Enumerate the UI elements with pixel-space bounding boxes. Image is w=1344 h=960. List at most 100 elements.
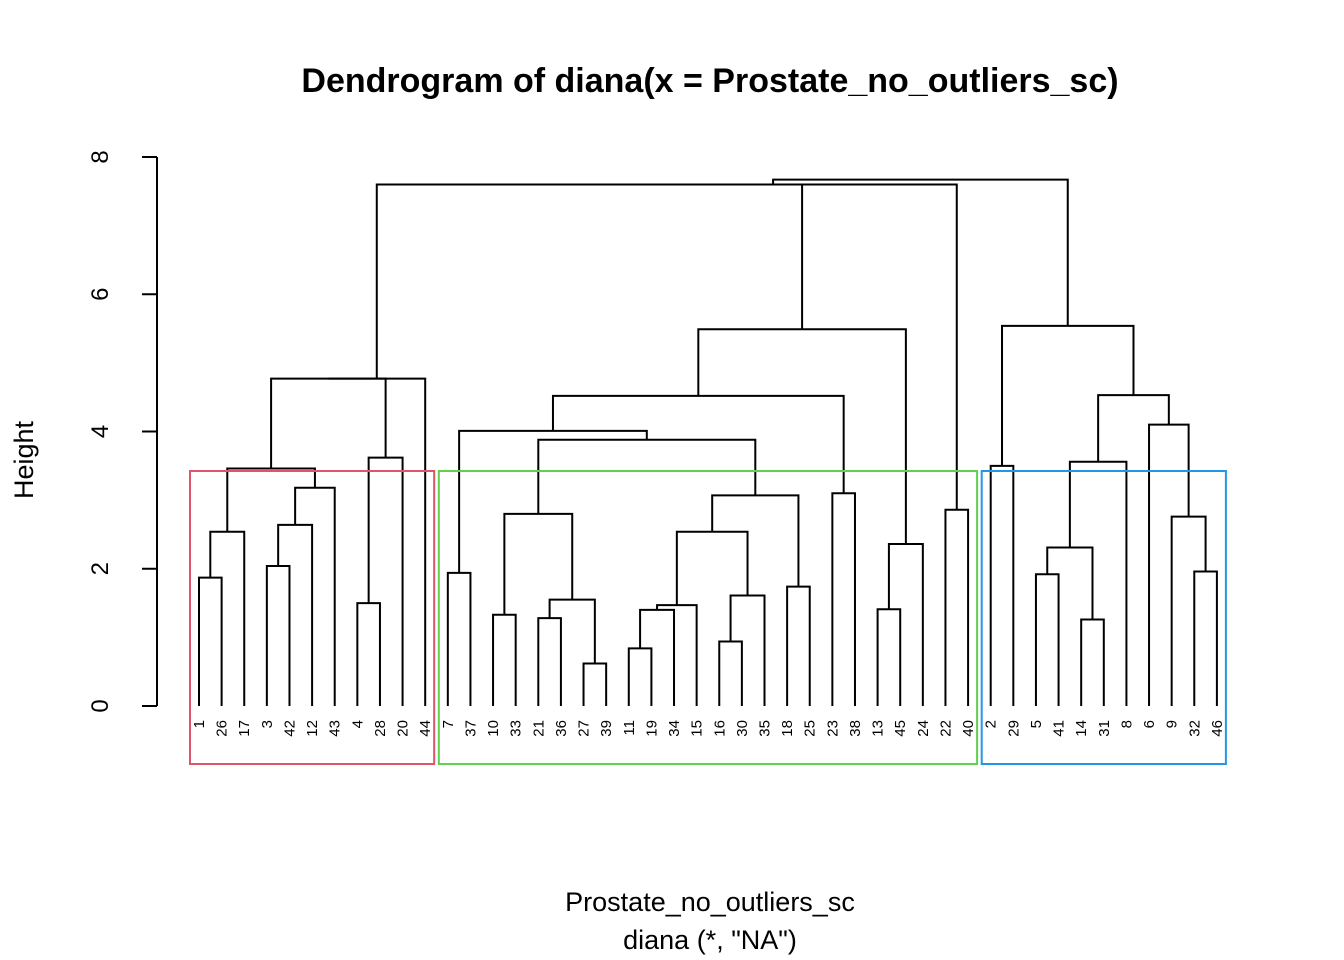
branches <box>198 178 1218 706</box>
leaf-label-41: 41 <box>1051 720 1068 737</box>
merge-B18 <box>551 394 845 494</box>
merge-C9 <box>1097 394 1170 462</box>
merge-C2 <box>1034 573 1060 706</box>
leaf-label-12: 12 <box>304 720 321 737</box>
merge-B11 <box>675 530 749 606</box>
merge-C5 <box>1068 460 1128 706</box>
leaf-label-23: 23 <box>824 720 841 737</box>
merge-B1 <box>492 613 517 706</box>
y-axis: 0 2 4 6 8 <box>87 150 158 713</box>
leaf-label-39: 39 <box>598 720 615 737</box>
merge-B16 <box>458 429 648 573</box>
merge-B19 <box>876 608 902 706</box>
merge-C10 <box>1001 324 1135 466</box>
merge-B9 <box>718 640 743 706</box>
merge-B7 <box>639 608 676 706</box>
merge-A5 <box>294 486 336 706</box>
y-tick-label-3: 6 <box>87 288 114 301</box>
leaf-label-32: 32 <box>1186 720 1203 737</box>
merge-A6 <box>226 467 316 532</box>
merge-C7 <box>1170 515 1207 706</box>
merge-R2 <box>589 183 958 510</box>
leaf-label-13: 13 <box>870 720 887 737</box>
merge-C4 <box>1046 546 1094 620</box>
leaf-label-9: 9 <box>1164 720 1181 728</box>
leaf-label-10: 10 <box>485 720 502 737</box>
merge-B20 <box>887 543 924 706</box>
leaf-label-43: 43 <box>327 720 344 737</box>
leaf-label-21: 21 <box>530 720 547 737</box>
leaf-label-17: 17 <box>236 720 253 737</box>
merge-A2 <box>209 530 246 706</box>
merge-A4 <box>277 523 314 706</box>
leaf-label-27: 27 <box>576 720 593 737</box>
leaf-labels: 1 26 17 3 42 12 43 4 28 20 44 7 37 10 33 21 36 27 39 11 19 34… <box>191 720 1226 737</box>
merge-A7 <box>356 602 381 706</box>
leaf-label-33: 33 <box>508 720 525 737</box>
cluster-boxes <box>189 470 1227 765</box>
leaf-label-37: 37 <box>462 720 479 737</box>
leaf-label-18: 18 <box>779 720 796 737</box>
leaf-label-25: 25 <box>802 720 819 737</box>
merge-B3 <box>537 617 562 706</box>
leaf-label-4: 4 <box>349 720 366 728</box>
leaf-label-44: 44 <box>417 720 434 737</box>
x-axis-sublabel: diana (*, "NA") <box>623 925 797 955</box>
leaf-label-29: 29 <box>1005 720 1022 737</box>
merge-C6 <box>1193 570 1218 706</box>
merge-B13 <box>711 494 800 587</box>
leaf-label-24: 24 <box>915 720 932 737</box>
y-axis-label: Height <box>9 420 39 499</box>
leaf-label-15: 15 <box>689 720 706 737</box>
leaf-label-1: 1 <box>191 720 208 728</box>
merge-C3 <box>1080 618 1105 706</box>
merge-B4 <box>548 598 596 664</box>
leaf-label-11: 11 <box>621 720 638 736</box>
merge-B12 <box>786 585 811 706</box>
merge-C8 <box>1148 423 1190 706</box>
merge-A8 <box>367 456 404 706</box>
leaf-label-34: 34 <box>666 720 683 737</box>
leaf-label-28: 28 <box>372 720 389 737</box>
leaf-label-8: 8 <box>1118 720 1135 728</box>
merge-A1 <box>198 576 223 706</box>
leaf-label-22: 22 <box>937 720 954 737</box>
leaf-label-36: 36 <box>553 720 570 737</box>
leaf-label-40: 40 <box>960 720 977 737</box>
cluster-box-2 <box>437 470 979 765</box>
merge-C1 <box>989 464 1015 706</box>
merge-B15 <box>446 571 472 706</box>
merge-B6 <box>627 647 653 706</box>
merge-B14 <box>537 438 757 514</box>
leaf-label-38: 38 <box>847 720 864 737</box>
x-axis-label: Prostate_no_outliers_sc <box>565 887 855 917</box>
leaf-label-30: 30 <box>734 720 751 737</box>
leaf-label-45: 45 <box>892 720 909 737</box>
leaf-label-46: 46 <box>1209 720 1226 737</box>
leaf-label-19: 19 <box>643 720 660 737</box>
merge-B8 <box>656 604 698 706</box>
merge-A3 <box>265 565 291 706</box>
leaf-label-35: 35 <box>757 720 774 737</box>
merge-A10 <box>328 377 427 706</box>
leaf-label-14: 14 <box>1073 720 1090 737</box>
leaf-label-3: 3 <box>259 720 276 728</box>
merge-B17 <box>831 492 856 706</box>
leaf-label-2: 2 <box>983 720 1000 728</box>
leaf-label-20: 20 <box>395 720 412 737</box>
y-tick-label-2: 4 <box>87 425 114 438</box>
cluster-box-3 <box>980 470 1227 765</box>
merge-B2 <box>582 662 608 706</box>
merge-B22 <box>944 508 970 706</box>
merge-B21 <box>697 328 907 545</box>
leaf-label-6: 6 <box>1141 720 1158 728</box>
merge-A9 <box>270 377 387 469</box>
y-tick-label-4: 8 <box>87 150 114 163</box>
leaf-label-5: 5 <box>1028 720 1045 728</box>
cluster-box-1 <box>189 470 436 765</box>
y-tick-label-0: 0 <box>87 699 114 712</box>
leaf-label-7: 7 <box>440 720 457 728</box>
y-tick-label-1: 2 <box>87 562 114 575</box>
